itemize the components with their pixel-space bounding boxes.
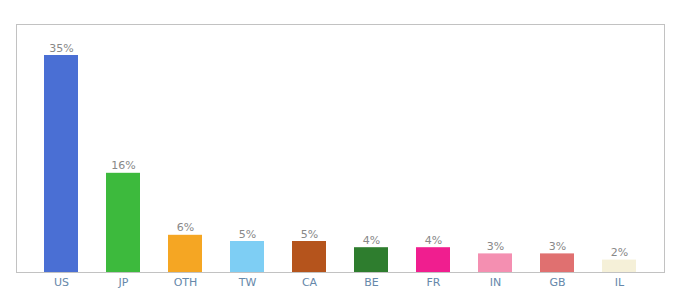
svg-text:4%: 4% (363, 234, 380, 247)
svg-text:5%: 5% (301, 228, 318, 241)
svg-text:BE: BE (364, 276, 379, 289)
svg-text:IL: IL (615, 276, 625, 289)
svg-text:GB: GB (549, 276, 565, 289)
svg-text:TW: TW (238, 276, 257, 289)
svg-text:US: US (54, 276, 69, 289)
svg-text:4%: 4% (425, 234, 442, 247)
svg-text:IN: IN (490, 276, 501, 289)
svg-text:OTH: OTH (174, 276, 198, 289)
svg-text:JP: JP (118, 276, 129, 289)
svg-text:3%: 3% (549, 240, 566, 253)
svg-text:35%: 35% (49, 42, 73, 55)
svg-text:FR: FR (427, 276, 441, 289)
svg-text:6%: 6% (177, 221, 194, 234)
svg-text:16%: 16% (111, 159, 135, 172)
svg-text:2%: 2% (611, 246, 628, 259)
svg-text:5%: 5% (239, 228, 256, 241)
svg-text:3%: 3% (487, 240, 504, 253)
svg-text:CA: CA (302, 276, 318, 289)
